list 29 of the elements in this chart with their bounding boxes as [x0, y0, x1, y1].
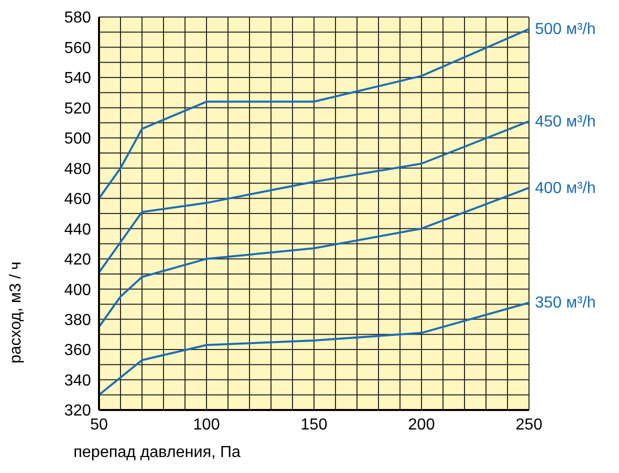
y-tick-label: 380: [64, 312, 92, 329]
line-series: [99, 302, 529, 396]
series-label: 450 м³/h: [535, 113, 596, 130]
series-label: 350 м³/h: [535, 294, 596, 312]
y-tick-label: 580: [64, 10, 92, 27]
y-tick-label: 360: [64, 342, 92, 360]
x-tick-label: 100: [193, 416, 220, 434]
y-tick-label: 540: [64, 70, 92, 88]
line-series: [99, 186, 529, 328]
y-tick-label: 500: [64, 130, 92, 148]
x-tick-label: 150: [300, 416, 328, 434]
y-tick-label: 440: [64, 221, 92, 238]
y-tick-label: 320: [64, 402, 92, 420]
y-tick-label: 520: [64, 100, 92, 118]
y-tick-label: 560: [64, 40, 92, 57]
y-tick-label: 420: [64, 252, 92, 269]
y-tick-label: 460: [64, 191, 92, 208]
y-tick-label: 400: [64, 282, 92, 299]
line-series: [99, 120, 529, 274]
line-series: [99, 28, 529, 200]
y-tick-label: 340: [64, 372, 92, 390]
y-tick-label: 480: [64, 160, 92, 178]
x-axis-title: перепад давления, Па: [73, 444, 241, 461]
y-axis-title: расход, м3 / ч: [8, 262, 25, 364]
series-label: 400 м³/h: [535, 180, 596, 197]
series-label: 500 м³/h: [535, 21, 596, 38]
x-tick-label: 50: [90, 416, 108, 434]
x-tick-label: 250: [516, 416, 542, 434]
x-tick-label: 200: [408, 416, 435, 434]
